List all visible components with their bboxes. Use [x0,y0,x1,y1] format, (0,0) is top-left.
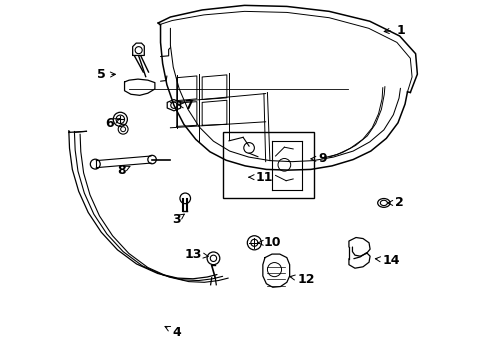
Text: 3: 3 [172,213,184,226]
Bar [222,132,314,198]
Text: 5: 5 [97,68,115,81]
Text: 2: 2 [387,197,404,210]
Text: 9: 9 [310,152,326,165]
Text: 8: 8 [118,164,130,177]
Text: 1: 1 [384,23,404,37]
Text: 6: 6 [105,117,119,130]
Text: 7: 7 [178,99,193,112]
Text: 4: 4 [164,326,181,339]
Text: 11: 11 [248,171,272,184]
Text: 14: 14 [375,254,400,267]
Text: 10: 10 [258,236,281,249]
Text: 12: 12 [289,273,314,286]
Text: 13: 13 [183,248,208,261]
